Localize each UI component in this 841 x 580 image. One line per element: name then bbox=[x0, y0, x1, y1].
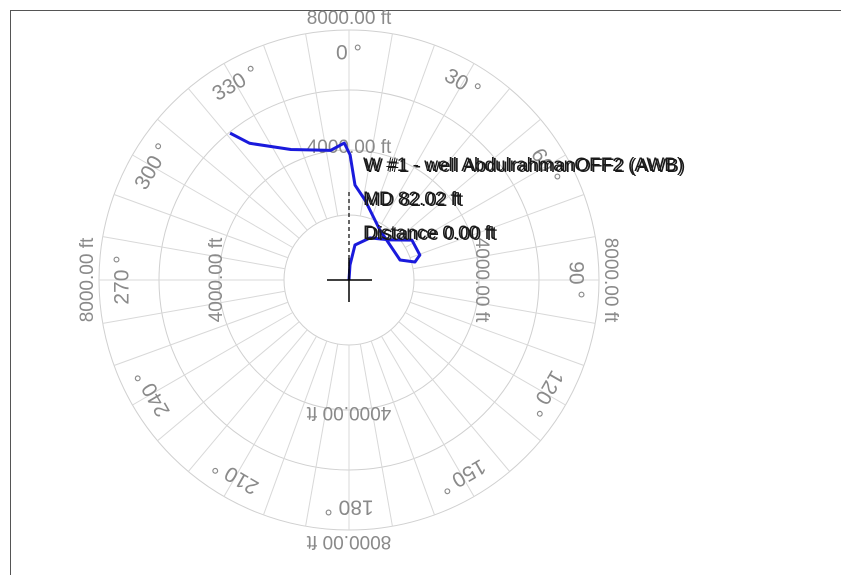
radial-tick-label: 4000.00 ft bbox=[306, 402, 391, 423]
tooltip-text: MD 82.02 ft bbox=[365, 190, 464, 211]
radial-tick-label: 4000.00 ft bbox=[471, 238, 492, 323]
angle-tick-label: 270 ° bbox=[111, 255, 134, 304]
radial-tick-label: 8000.00 ft bbox=[600, 238, 621, 323]
tooltip-text: W #1 - well AbdulrahmanOFF2 (AWB) bbox=[365, 156, 685, 177]
angle-tick-label: 180 ° bbox=[324, 495, 373, 518]
radial-tick-label: 4000.00 ft bbox=[206, 237, 227, 322]
radial-tick-label: 8000.00 ft bbox=[77, 237, 98, 322]
angle-tick-label: 90 ° bbox=[564, 261, 587, 299]
radial-tick-label: 8000.00 ft bbox=[307, 8, 392, 29]
tooltip-text: Distance 0.00 ft bbox=[365, 224, 498, 245]
angle-tick-label: 0 ° bbox=[336, 42, 362, 65]
radial-tick-label: 8000.00 ft bbox=[306, 531, 391, 552]
